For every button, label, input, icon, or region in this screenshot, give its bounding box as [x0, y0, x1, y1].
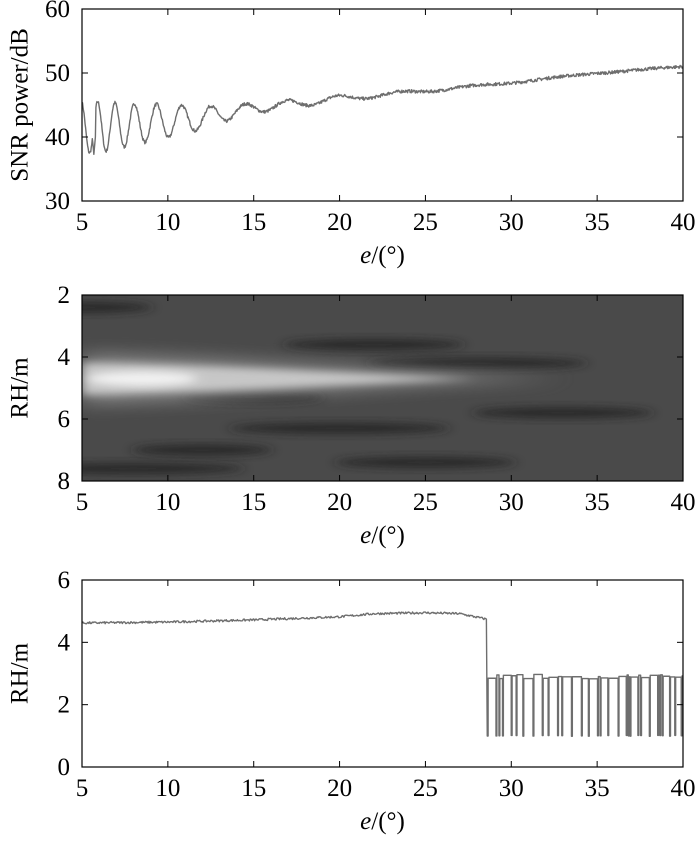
y-tick-label: 4: [58, 344, 71, 371]
heatmap-dark-band: [366, 357, 587, 370]
y-tick-label: 30: [45, 188, 70, 215]
heatmap-peak-core: [87, 371, 198, 386]
x-tick-label: 5: [76, 775, 89, 802]
y-tick-label: 8: [58, 468, 71, 495]
x-tick-label: 20: [327, 775, 352, 802]
heatmap-dark-band: [82, 301, 152, 314]
x-tick-label: 25: [413, 209, 438, 236]
x-tick-label: 10: [155, 489, 180, 516]
x-tick-label: 25: [413, 489, 438, 516]
series-line: [82, 64, 683, 155]
panel-2: 5 10 15 20 25 30 35 40 2 4 6 8 e/(°) RH/m: [7, 282, 696, 549]
y-tick-label: 2: [58, 282, 71, 309]
x-tick-label: 5: [76, 209, 89, 236]
x-axis-label-unit: /(°): [371, 242, 405, 269]
x-tick-label: 25: [413, 775, 438, 802]
x-tick-label: 30: [499, 209, 524, 236]
x-tick-label: 15: [241, 489, 266, 516]
x-tick-label: 40: [671, 775, 696, 802]
heatmap-field: [82, 295, 683, 481]
heatmap-dark-band: [283, 338, 464, 351]
x-tick-label: 15: [241, 209, 266, 236]
x-tick-label: 35: [585, 489, 610, 516]
series-line: [82, 611, 683, 737]
x-tick-label: 35: [585, 775, 610, 802]
x-tick-label: 5: [76, 489, 89, 516]
x-axis-label-unit: /(°): [371, 808, 405, 835]
y-tick-label: 6: [58, 406, 71, 433]
x-axis-label: e/(°): [360, 522, 405, 549]
x-axis-label-symbol: e: [360, 522, 371, 549]
y-tick-label: 40: [45, 124, 70, 151]
y-tick-label: 2: [58, 692, 71, 719]
panel-3: 5 10 15 20 25 30 35 40 0 2 4 6 e/(°) RH/m: [7, 567, 696, 835]
y-axis-label: RH/m: [7, 357, 34, 419]
heatmap-peak-band: [82, 362, 477, 395]
heatmap-dark-band: [132, 444, 273, 456]
x-tick-label: 40: [671, 489, 696, 516]
y-tick-label: 0: [58, 754, 71, 781]
plot-frame: [81, 579, 684, 768]
y-axis-label: RH/m: [7, 642, 34, 704]
y-tick-label: 60: [45, 0, 70, 23]
x-tick-label: 35: [585, 209, 610, 236]
x-tick-label: 30: [499, 489, 524, 516]
x-axis-label-unit: /(°): [371, 522, 405, 549]
x-axis-label-symbol: e: [360, 242, 371, 269]
y-tick-label: 50: [45, 60, 70, 87]
x-tick-label: 10: [155, 209, 180, 236]
x-tick-label: 10: [155, 775, 180, 802]
y-tick-label: 6: [58, 567, 71, 594]
x-tick-label: 15: [241, 775, 266, 802]
y-axis-label: SNR power/dB: [7, 28, 34, 181]
x-tick-label: 30: [499, 775, 524, 802]
plot-frame: [81, 294, 684, 482]
x-axis-label: e/(°): [360, 242, 405, 269]
heatmap-dark-band: [82, 462, 244, 475]
x-axis-label-symbol: e: [360, 808, 371, 835]
plot-frame: [81, 8, 684, 202]
x-tick-label: 40: [671, 209, 696, 236]
x-tick-label: 20: [327, 209, 352, 236]
y-tick-label: 4: [58, 629, 71, 656]
x-axis-label: e/(°): [360, 808, 405, 835]
heatmap-dark-band: [472, 406, 653, 419]
heatmap-dark-band: [229, 422, 450, 435]
panel-1: 5 10 15 20 25 30 35 40 30 40 50 60 e/(°) SNR power/dB: [7, 0, 696, 269]
x-tick-label: 20: [327, 489, 352, 516]
heatmap-dark-band: [335, 456, 516, 469]
